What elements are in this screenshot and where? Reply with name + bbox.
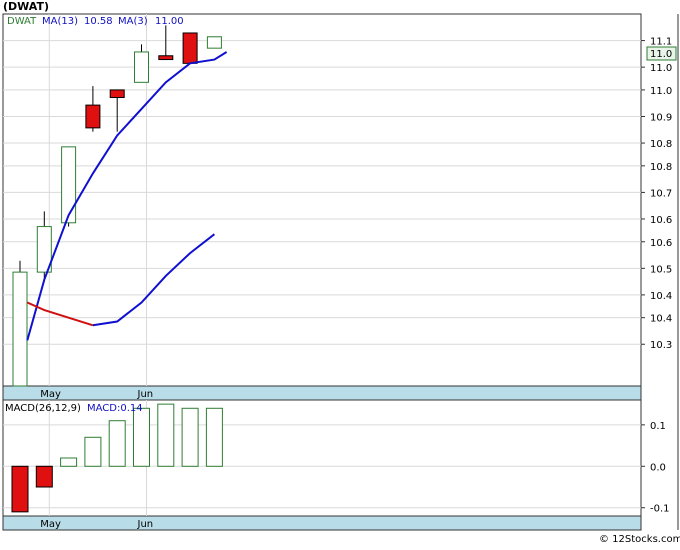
ma13-lower-line	[92, 233, 216, 327]
price-y-tick-label: 10.4	[650, 291, 672, 302]
macd-bar-up	[133, 407, 150, 467]
price-legend: DWAT MA(13) 10.58 MA(3) 11.00	[7, 16, 184, 27]
price-y-tick-label: 10.6	[650, 238, 672, 249]
legend-ticker: DWAT	[7, 16, 37, 27]
candle-body-down	[158, 55, 174, 61]
macd-legend-label: MACD(26,12,9)	[5, 403, 81, 414]
candle-body-down	[182, 32, 198, 64]
watermark: © 12Stocks.com	[599, 534, 680, 545]
ma3-line	[26, 301, 94, 327]
moving-average-lines	[26, 51, 228, 341]
macd-y-tick-label: -0.1	[650, 504, 670, 515]
price-y-tick-label: 10.8	[650, 139, 672, 150]
legend-ma3-label: MA(3)	[118, 16, 148, 27]
candle-body-up	[12, 271, 28, 387]
candles	[12, 25, 222, 387]
last-price-box	[646, 46, 677, 61]
chart-title: (DWAT)	[3, 0, 49, 13]
macd-bars	[11, 403, 223, 513]
legend-ma13-value: 10.58	[84, 16, 113, 27]
price-y-tick-label: 10.4	[650, 314, 672, 325]
price-y-tick-label: 11.0	[650, 86, 672, 97]
price-x-tick-label: Jun	[137, 389, 154, 400]
macd-legend-value: MACD:0.14	[87, 403, 143, 414]
price-y-tick-label: 10.3	[650, 340, 672, 351]
macd-x-tick-label: May	[40, 519, 61, 530]
price-y-tick-label: 11.1	[650, 37, 672, 48]
macd-x-tick-label: Jun	[137, 519, 154, 530]
macd-bar-up	[157, 403, 175, 467]
price-x-tick-label: May	[40, 389, 61, 400]
candle-body-up	[36, 226, 52, 273]
macd-bar-down	[11, 465, 29, 513]
axis-labels: 10.3 10.4 10.4 10.5 10.6 10.6 10.7 10.8 10.8 10.9…	[40, 37, 672, 530]
macd-bar-up	[84, 436, 102, 467]
last-price-tag: 11.0	[646, 46, 677, 61]
candle-body-down	[85, 104, 101, 129]
macd-bar-up	[108, 420, 126, 467]
ma13-line	[26, 51, 228, 341]
macd-y-tick-label: 0.0	[650, 462, 666, 473]
macd-bar-up	[60, 457, 78, 467]
price-x-axis-band	[2, 385, 642, 401]
price-y-tick-label: 10.9	[650, 112, 672, 123]
chart-frame	[2, 13, 679, 531]
price-y-tick-label: 11.0	[650, 63, 672, 74]
price-y-tick-label: 10.6	[650, 215, 672, 226]
last-price-label: 11.0	[650, 49, 672, 60]
macd-y-tick-label: 0.1	[650, 421, 666, 432]
price-y-tick-label: 10.5	[650, 264, 672, 275]
candle-body-up	[206, 36, 222, 49]
candle-body-down	[109, 89, 125, 99]
legend-ma13-label: MA(13)	[42, 16, 78, 27]
price-y-tick-label: 10.7	[650, 188, 672, 199]
macd-bar-down	[35, 465, 53, 488]
macd-bar-up	[205, 407, 223, 467]
candle-body-up	[134, 51, 149, 83]
candle-body-up	[61, 146, 77, 224]
macd-x-axis-band	[2, 515, 642, 531]
price-y-tick-label: 10.8	[650, 162, 672, 173]
legend-ma3-value: 11.00	[155, 16, 184, 27]
price-plot-border	[2, 13, 642, 387]
macd-bar-up	[181, 407, 199, 467]
macd-legend: MACD(26,12,9) MACD:0.14	[5, 403, 143, 414]
